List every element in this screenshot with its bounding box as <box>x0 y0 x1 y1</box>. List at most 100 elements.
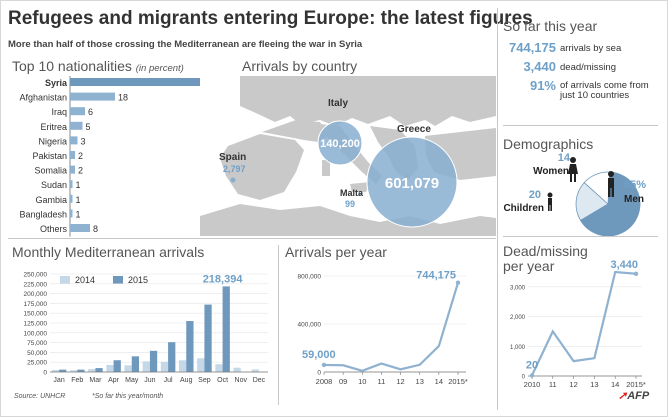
monthly-bar-2015 <box>113 360 121 372</box>
peryear-xtick: 09 <box>339 377 347 386</box>
dead-last-label: 3,440 <box>610 259 638 271</box>
nat-value: 1 <box>76 195 81 205</box>
nat-label: Bangladesh <box>19 209 67 219</box>
monthly-bar-2014 <box>251 369 259 372</box>
so-far-title: So far this year <box>503 18 598 34</box>
dead-xtick: 2015* <box>626 380 646 389</box>
monthly-bar-2015 <box>95 368 103 372</box>
nat-label: Others <box>40 224 68 234</box>
legend-2014-swatch <box>60 276 70 284</box>
malta-name: Malta <box>340 188 364 198</box>
nat-value: 5 <box>86 122 91 132</box>
nat-bar <box>70 78 203 86</box>
afp-arrow-icon: ➚ <box>618 390 628 402</box>
malta-bubble <box>358 192 362 196</box>
spain-value: 2,797 <box>223 164 246 174</box>
malta-value: 99 <box>345 199 355 209</box>
nat-value: 1 <box>76 180 81 190</box>
children-value: 20 <box>529 189 541 201</box>
peryear-first-label: 59,000 <box>302 349 336 361</box>
peryear-point <box>455 280 461 285</box>
nat-label: Eritrea <box>40 122 67 132</box>
dead-line <box>531 270 637 376</box>
monthly-bar-2015 <box>204 304 212 372</box>
monthly-bar-2014 <box>51 370 60 372</box>
nat-bar <box>70 92 115 101</box>
stat-arrivals-value: 744,175 <box>509 40 556 55</box>
dead-title: Dead/missing per year <box>503 244 588 274</box>
monthly-ytick: 100,000 <box>24 330 48 337</box>
pie-slice-men <box>579 171 641 236</box>
stat-pct-value: 91% <box>529 78 556 93</box>
nat-bar <box>70 224 90 232</box>
divider-right-mid <box>503 236 658 237</box>
stat-arrivals-label: arrivals by sea <box>560 43 622 54</box>
greece-bubble <box>366 136 458 228</box>
monthly-ytick: 0 <box>43 370 47 377</box>
arrivals-map-title: Arrivals by country <box>242 58 358 74</box>
children-icon <box>547 192 553 211</box>
women-icon <box>568 157 578 182</box>
men-value: 65% <box>624 179 646 191</box>
peryear-last-label: 744,175 <box>416 270 456 282</box>
nat-value: 18 <box>118 93 128 103</box>
peryear-xtick: 11 <box>378 377 386 386</box>
monthly-xtick: Jan <box>53 377 64 384</box>
greece-name: Greece <box>397 124 431 135</box>
monthly-xtick: May <box>125 377 139 384</box>
stat-pct-label: of arrivals come from just 10 countries <box>560 80 649 101</box>
monthly-xtick: Apr <box>108 377 120 384</box>
afp-logo: ➚AFP <box>618 389 649 402</box>
monthly-ytick: 50,000 <box>27 350 47 357</box>
dead-first-label: 20 <box>526 359 538 371</box>
nat-label: Nigeria <box>38 136 67 146</box>
peryear-xtick: 14 <box>435 377 443 386</box>
dead-ytick: 3,000 <box>510 285 526 291</box>
afp-logo-text: AFP <box>627 390 650 402</box>
italy-bubble <box>317 120 363 166</box>
divider-right-top <box>503 125 658 126</box>
dead-point <box>633 271 639 276</box>
monthly-highlight-label: 218,394 <box>203 273 244 285</box>
monthly-ytick: 250,000 <box>24 272 48 279</box>
nat-label: Gambia <box>35 195 67 205</box>
spain-bubble <box>230 177 236 183</box>
dead-xtick: 2010 <box>524 380 541 389</box>
monthly-ytick: 150,000 <box>24 311 48 318</box>
dead-xtick: 14 <box>611 380 619 389</box>
divider-right <box>497 8 498 410</box>
demographics-chart: 14 Women 20 Children 65% Men <box>503 152 646 236</box>
nationalities-chart: Syria53%Afghanistan18Iraq6Eritrea5Nigeri… <box>19 76 224 237</box>
monthly-xtick: Jun <box>144 377 155 384</box>
italy-name: Italy <box>328 98 348 109</box>
italy-value: 140,200 <box>320 138 360 150</box>
stat-dead-label: dead/missing <box>560 62 616 73</box>
nat-bar <box>70 209 73 218</box>
monthly-bar-2015 <box>77 369 85 372</box>
nationalities-heading: Top 10 nationalities (in percent) <box>12 58 184 74</box>
monthly-bar-2014 <box>233 367 241 372</box>
footer-note: *So far this year/month <box>92 393 164 400</box>
monthly-ytick: 225,000 <box>24 281 48 288</box>
monthly-chart: 2014 2015 0 25,000 50,000 75,000 100,000 125,… <box>24 272 268 384</box>
dead-chart: 0 1,000 2,000 3,000 2010 11 12 13 14 2015* 20 3,440 <box>510 259 646 389</box>
monthly-ytick: 125,000 <box>24 321 48 328</box>
monthly-bar-2014 <box>69 370 78 372</box>
map-europe-north <box>240 76 496 126</box>
monthly-bar-2014 <box>178 360 187 372</box>
nat-label: Somalia <box>34 166 67 176</box>
monthly-ytick: 175,000 <box>24 301 48 308</box>
monthly-bar-2014 <box>106 364 114 372</box>
nationalities-unit: (in percent) <box>135 63 184 74</box>
nat-value: 2 <box>78 166 83 176</box>
monthly-xtick: Nov <box>235 377 248 384</box>
page-title: Refugees and migrants entering Europe: t… <box>8 8 533 29</box>
map-sicily <box>350 182 370 192</box>
per-year-title: Arrivals per year <box>285 244 387 260</box>
per-year-chart: 0 400,000 800,000 2008 09 10 11 12 13 14 2015* 59,0… <box>298 270 468 386</box>
monthly-bar-2015 <box>222 286 230 372</box>
peryear-ytick: 400,000 <box>298 322 322 329</box>
nat-bar <box>70 136 78 145</box>
dead-point <box>529 373 535 378</box>
dead-title-line2: per year <box>503 258 555 274</box>
